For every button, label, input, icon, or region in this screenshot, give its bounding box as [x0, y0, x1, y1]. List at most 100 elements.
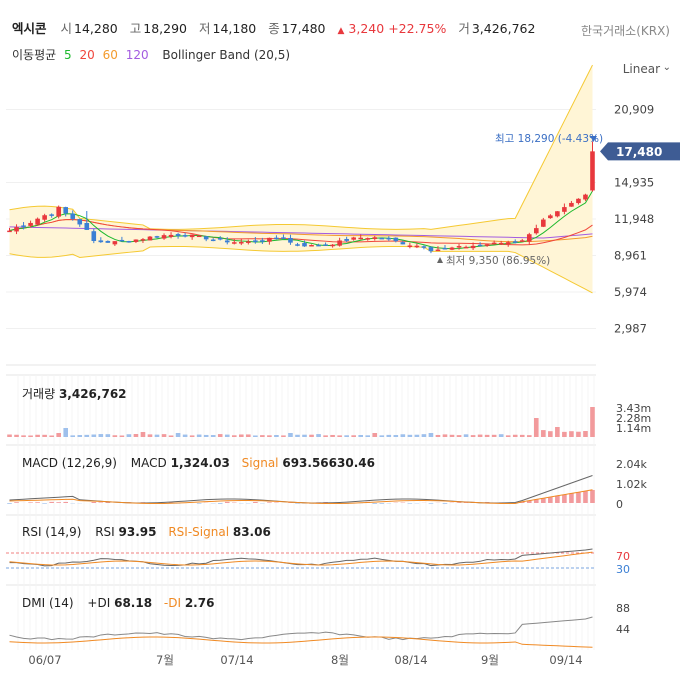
candle-body: [351, 237, 356, 240]
macd-bar: [407, 503, 413, 504]
candle-body: [533, 228, 539, 234]
open-label: 시: [60, 21, 73, 36]
volume-label: 거: [458, 21, 470, 36]
candle-body: [28, 222, 33, 226]
candle-body: [428, 247, 434, 252]
dmi-tick-88: 88: [616, 602, 630, 615]
rsi-tick-70: 70: [616, 550, 630, 563]
candle-body: [323, 244, 328, 246]
volume-bar: [365, 435, 371, 437]
volume-bar: [316, 434, 321, 437]
mdi-label: -DI: [163, 596, 181, 610]
candle-body: [583, 194, 588, 200]
candle-body: [42, 215, 47, 220]
macd-bar: [576, 492, 581, 503]
volume-bar: [548, 431, 553, 437]
volume-bar: [7, 434, 12, 437]
volume-bar: [428, 433, 434, 437]
ma-period-60: 60: [102, 48, 118, 62]
candle-body: [7, 230, 12, 233]
low-label: 저: [199, 21, 211, 36]
volume-bar: [569, 431, 574, 437]
price-tick-label: 5,974: [614, 285, 647, 299]
close-value: 17,480: [281, 21, 326, 36]
rsi-tick-30: 30: [616, 563, 630, 576]
candle-body: [126, 241, 132, 243]
candle-body: [217, 238, 223, 240]
candle-body: [463, 246, 469, 249]
chart-header: 엑시콘 시 14,280 고 18,290 저 14,180 종 17,480 ▲ 3,…: [0, 0, 680, 90]
macd-bar: [56, 502, 61, 503]
chevron-down-icon[interactable]: ⌄: [662, 62, 671, 73]
volume-bar: [175, 433, 181, 437]
volume-bar: [393, 435, 399, 437]
scale-selector[interactable]: Linear: [622, 62, 660, 76]
volume-bar: [407, 434, 413, 437]
current-price-label: 17,480: [616, 145, 662, 159]
volume-bar: [281, 435, 286, 437]
candle-body: [435, 249, 441, 252]
volume-bar: [512, 434, 518, 437]
ma-120-line: [9, 226, 593, 239]
macd-line: [9, 475, 593, 504]
volume-bar: [583, 431, 588, 437]
x-tick-label: 9월: [481, 653, 499, 667]
high-value: 18,290: [143, 21, 188, 36]
candle-body: [168, 234, 174, 237]
macd-bar: [541, 498, 546, 503]
candle-body: [119, 239, 125, 242]
candle-body: [562, 207, 567, 212]
volume-bar: [28, 435, 33, 437]
candle-body: [519, 240, 525, 242]
close-label: 종: [268, 21, 280, 36]
volume-bar: [217, 434, 223, 437]
volume-bar: [323, 435, 328, 437]
volume-bar: [267, 435, 272, 437]
candle-body: [548, 215, 553, 219]
volume-bar: [400, 434, 406, 437]
volume-bar: [182, 434, 188, 437]
volume-bar: [189, 435, 195, 437]
dmi-legend: DMI (14) +DI 68.18 -DI 2.76: [22, 596, 214, 610]
volume-bar: [470, 435, 476, 437]
x-tick-label: 09/14: [549, 653, 582, 667]
rsi-signal-value: 83.06: [232, 525, 271, 539]
candle-body: [337, 240, 342, 246]
indicator-legend[interactable]: 이동평균 5 20 60 120 Bollinger Band (20,5): [12, 46, 294, 63]
macd-bar: [548, 497, 553, 503]
candle-body: [302, 243, 307, 247]
volume-bar: [519, 434, 525, 437]
candle-body: [77, 219, 83, 225]
candle-body: [112, 241, 118, 245]
candle-body: [260, 240, 265, 242]
macd-bar: [196, 503, 202, 504]
candle-body: [203, 236, 209, 240]
macd-label: MACD: [130, 456, 167, 470]
volume-bar: [105, 434, 111, 437]
candle-body: [196, 235, 202, 238]
candle-body: [91, 231, 97, 242]
rsi-signal-line: [9, 551, 593, 566]
macd-bar: [590, 490, 595, 503]
volume-bar: [358, 435, 364, 437]
volume-bar: [14, 434, 19, 437]
volume-bar: [442, 434, 448, 437]
volume-bar: [246, 434, 251, 437]
volume-bar: [196, 434, 202, 437]
candle-body: [267, 237, 272, 242]
candle-body: [309, 244, 314, 247]
macd-bar: [217, 503, 223, 504]
price-tick-label: 11,948: [614, 212, 654, 226]
macd-bar: [7, 503, 12, 504]
change-value: 3,240: [348, 21, 385, 36]
volume-bar: [70, 435, 76, 437]
volume-bar: [168, 435, 174, 437]
macd-bar: [379, 503, 385, 504]
volume-bar: [463, 434, 469, 437]
volume-bar: [344, 435, 349, 437]
macd-tick-label: 0: [616, 498, 623, 511]
candle-body: [224, 240, 230, 243]
macd-bar: [555, 495, 560, 503]
candle-body: [456, 246, 462, 248]
